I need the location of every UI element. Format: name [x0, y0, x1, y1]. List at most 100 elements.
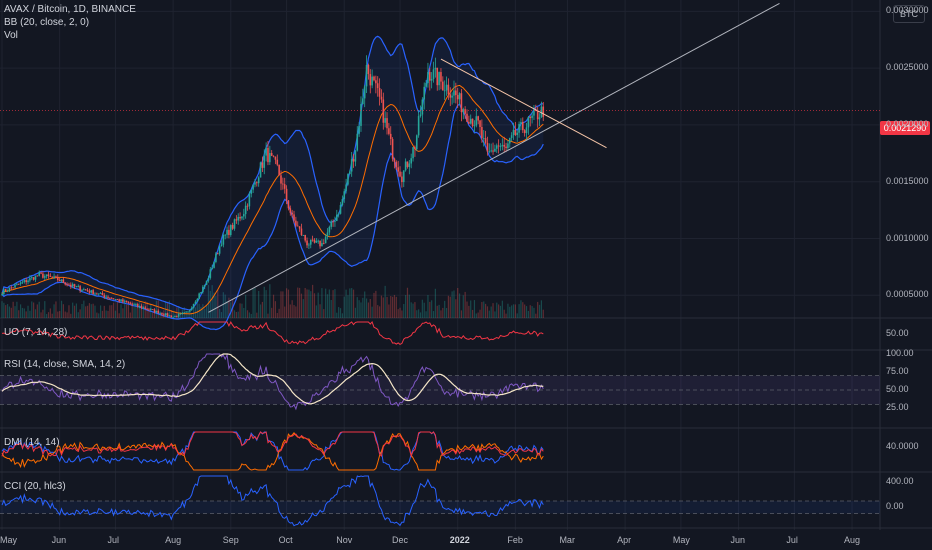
candle-body — [153, 309, 156, 313]
candle-body — [62, 279, 65, 283]
rsi-ma-line — [1, 353, 544, 405]
rsi-tick-label: 25.00 — [886, 402, 909, 412]
time-tick-label: Apr — [617, 535, 632, 545]
volume-bar — [492, 303, 494, 318]
dmi-plus-line — [1, 431, 544, 471]
volume-bar — [285, 288, 288, 318]
candle-body — [447, 84, 450, 95]
volume-bar — [299, 287, 301, 318]
volume-bar — [220, 312, 223, 318]
candle-body — [155, 310, 158, 313]
volume-bar — [170, 310, 172, 318]
bb-lower-line — [1, 103, 544, 331]
candle-body — [239, 216, 241, 219]
candle-body — [408, 163, 411, 167]
cci-tick-label: 400.00 — [886, 476, 914, 487]
candle-body — [257, 177, 260, 184]
volume-bar — [72, 302, 74, 318]
candle-body — [218, 245, 221, 254]
volume-bar — [79, 309, 81, 318]
candle-body — [114, 299, 117, 300]
candle-body — [94, 293, 96, 295]
volume-bar — [20, 304, 22, 318]
candle-body — [81, 290, 83, 291]
candle-body — [129, 302, 132, 304]
candle-body — [306, 240, 308, 246]
candle-body — [166, 313, 169, 316]
candle-body — [468, 121, 470, 124]
candle-body — [237, 216, 240, 221]
candle-body — [382, 99, 385, 123]
candle-body — [523, 130, 526, 134]
volume-bar — [300, 293, 303, 318]
time-tick-label: Nov — [336, 535, 353, 545]
candle-body — [140, 305, 143, 308]
candle-body — [484, 138, 487, 143]
volume-bar — [330, 299, 332, 318]
candle-body — [309, 239, 312, 245]
candle-body — [343, 191, 346, 200]
volume-bar — [395, 296, 397, 318]
volume-bar — [29, 310, 31, 318]
volume-bar — [431, 300, 433, 318]
quote-currency-button[interactable]: BTC — [893, 5, 925, 23]
candle-body — [51, 276, 54, 278]
volume-bar — [522, 302, 524, 318]
volume-bar — [419, 312, 422, 318]
volume-bar — [248, 312, 250, 318]
candle-body — [196, 298, 199, 302]
volume-bar — [490, 306, 492, 318]
volume-bar — [44, 301, 46, 318]
volume-bar — [347, 295, 349, 318]
volume-bar — [284, 306, 286, 318]
rsi-legend: RSI (14, close, SMA, 14, 2) — [4, 359, 126, 370]
candle-body — [404, 161, 407, 171]
candle-body — [300, 228, 303, 236]
candle-body — [415, 135, 418, 150]
candle-body — [291, 212, 293, 215]
resistance-trendline — [440, 58, 607, 149]
candle-body — [322, 243, 325, 244]
candle-body — [12, 287, 14, 289]
candle-body — [475, 116, 478, 126]
volume-bar — [423, 302, 425, 318]
candle-body — [510, 135, 513, 138]
dmi-legend: DMI (14, 14) — [4, 437, 60, 448]
volume-bar — [252, 288, 254, 318]
candle-body — [347, 174, 349, 185]
candle-body — [30, 277, 33, 279]
volume-bar — [66, 312, 68, 318]
candle-body — [542, 106, 545, 117]
last-price-label: 0.0021290 — [880, 121, 930, 135]
volume-bar — [345, 289, 347, 318]
candle-body — [358, 125, 360, 134]
volume-bar — [542, 309, 544, 318]
candle-body — [135, 304, 137, 305]
volume-bar — [520, 300, 522, 318]
candle-body — [466, 113, 468, 122]
volume-bar — [272, 294, 275, 318]
volume-bar — [271, 307, 273, 318]
candle-body — [79, 286, 81, 291]
volume-bar — [202, 304, 204, 318]
volume-bar — [126, 304, 128, 318]
candle-body — [432, 69, 435, 79]
volume-bar — [427, 294, 429, 318]
candle-body — [207, 277, 210, 281]
candle-body — [53, 276, 55, 278]
candle-body — [103, 295, 106, 298]
volume-bar — [245, 294, 247, 318]
candle-body — [388, 128, 390, 134]
cci-band — [0, 501, 880, 514]
volume-bar — [364, 291, 366, 318]
candle-body — [213, 262, 215, 268]
candle-body — [14, 284, 16, 288]
candle-body — [45, 274, 48, 277]
candle-body — [501, 144, 504, 147]
candle-body — [256, 182, 258, 184]
price-tick-label: 0.0015000 — [886, 175, 929, 186]
candle-body — [436, 67, 439, 86]
candle-body — [77, 286, 80, 288]
candle-body — [295, 220, 297, 226]
